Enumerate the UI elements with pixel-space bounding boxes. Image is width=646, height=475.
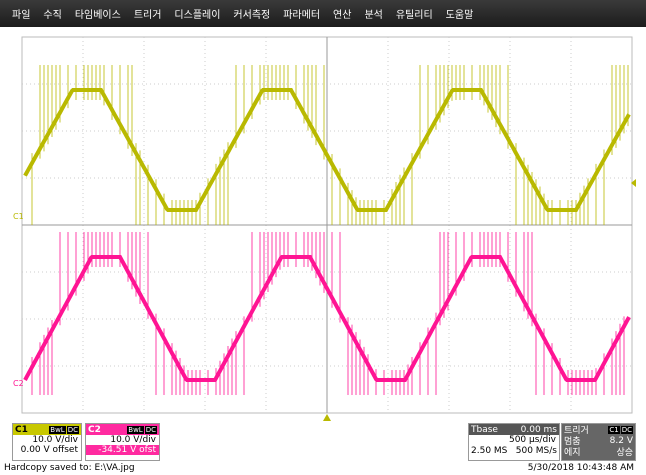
trig-coupling: DC <box>621 426 633 434</box>
bw: BwL <box>127 426 143 434</box>
trigger-time-marker <box>323 414 331 421</box>
ch-label: C2 <box>88 425 101 435</box>
coupling: DC <box>67 426 79 434</box>
c2-marker: C2 <box>13 379 24 388</box>
c1-trace-pulses <box>32 65 628 225</box>
trig-slope: 상승 <box>616 445 633 458</box>
ch-label: C1 <box>15 425 28 435</box>
trig-channel: C1 <box>608 426 619 434</box>
status-datetime: 5/30/2018 10:43:48 AM <box>528 463 634 475</box>
timebase-box[interactable]: Tbase 0.00 ms 500 µs/div 2.50 MS 500 MS/s <box>468 423 560 461</box>
scale: 10.0 V/div <box>13 435 81 445</box>
bw: BwL <box>49 426 65 434</box>
c1-marker: C1 <box>13 212 24 221</box>
trig-level: 8.2 V <box>610 436 633 446</box>
coupling: DC <box>145 426 157 434</box>
delay: 0.00 ms <box>521 425 557 435</box>
status-bar: Hardcopy saved to: E:\VA.jpg 5/30/2018 1… <box>0 463 646 475</box>
status-message: Hardcopy saved to: E:\VA.jpg <box>4 463 135 475</box>
display: C1 C2 <box>0 0 646 463</box>
tbase-label: Tbase <box>471 425 498 435</box>
trig-type: 에지 <box>564 445 581 458</box>
rate: 500 MS/s <box>516 446 557 456</box>
samples: 2.50 MS <box>471 446 507 456</box>
offset: -34.51 V ofst <box>86 445 159 455</box>
per-div: 500 µs/div <box>469 435 559 445</box>
offset: 0.00 V offset <box>13 445 81 455</box>
scale: 10.0 V/div <box>86 435 159 445</box>
scope-screen: 파일수직타임베이스트리거디스플레이커서측정파라메터연산분석유틸리티도움말 C1C… <box>0 0 646 475</box>
